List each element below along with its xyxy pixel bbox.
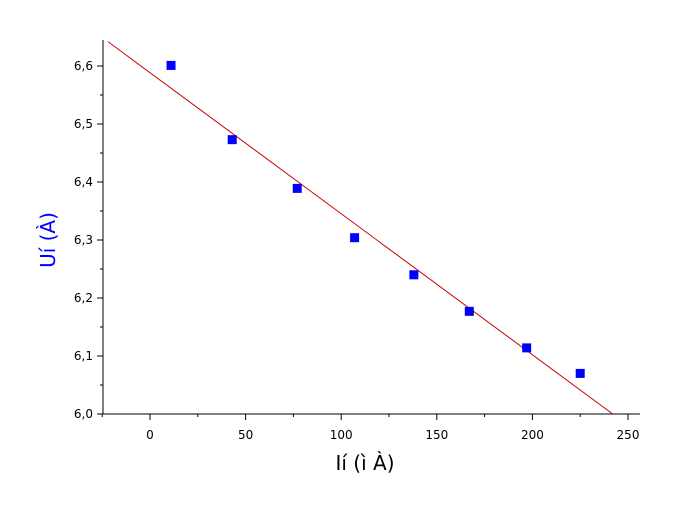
x-tick-label: 200 bbox=[521, 428, 544, 442]
y-tick-label: 6,4 bbox=[74, 175, 93, 189]
y-tick-label: 6,0 bbox=[74, 407, 93, 421]
data-point bbox=[464, 306, 474, 316]
y-tick-label: 6,2 bbox=[74, 291, 93, 305]
x-tick-label: 150 bbox=[425, 428, 448, 442]
x-tick-label: 100 bbox=[330, 428, 353, 442]
x-tick-label: 50 bbox=[238, 428, 253, 442]
y-tick-label: 6,1 bbox=[74, 349, 93, 363]
data-point bbox=[522, 343, 532, 353]
data-point bbox=[166, 60, 176, 70]
y-axis-title: Uí (À) bbox=[36, 212, 60, 268]
fit-line bbox=[107, 41, 614, 415]
data-point bbox=[575, 368, 585, 378]
fit-line-layer bbox=[107, 41, 614, 415]
y-tick-label: 6,6 bbox=[74, 59, 93, 73]
x-tick-label: 250 bbox=[617, 428, 640, 442]
data-point bbox=[409, 270, 419, 280]
x-axis-title: Ií (ì À) bbox=[335, 451, 394, 475]
axes: 0 50 100 150 200 250 6,0 6,1 6,2 6,3 6,4 6,5 6,6 bbox=[74, 40, 640, 442]
y-tick-label: 6,5 bbox=[74, 117, 93, 131]
y-tick-label: 6,3 bbox=[74, 233, 93, 247]
data-point bbox=[227, 135, 237, 145]
data-points-layer bbox=[166, 60, 585, 378]
data-point bbox=[350, 233, 360, 243]
data-point bbox=[292, 183, 302, 193]
x-tick-label: 0 bbox=[146, 428, 154, 442]
